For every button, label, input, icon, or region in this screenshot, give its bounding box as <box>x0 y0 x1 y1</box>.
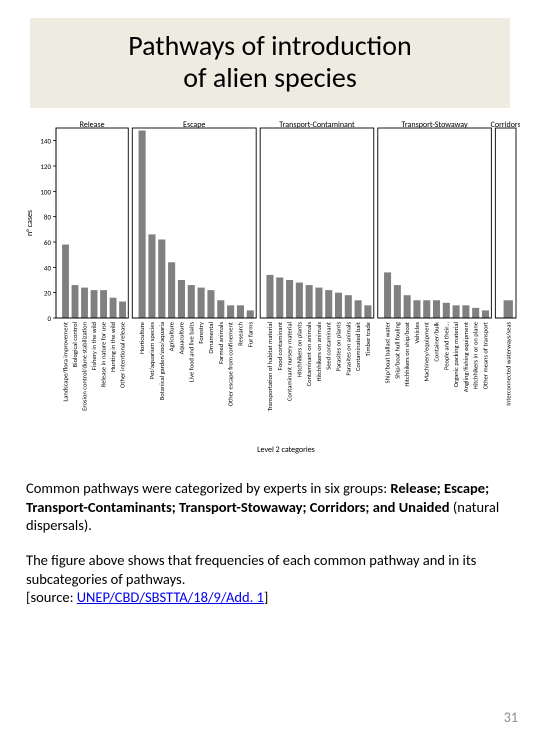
svg-text:40: 40 <box>44 264 52 273</box>
svg-text:Level 2 categories: Level 2 categories <box>257 445 315 455</box>
svg-text:60: 60 <box>44 238 52 247</box>
svg-text:Machinery/equipment: Machinery/equipment <box>423 322 431 382</box>
svg-text:100: 100 <box>40 188 51 197</box>
svg-text:Angling/fishing equipment: Angling/fishing equipment <box>462 322 470 393</box>
body-text: Common pathways were categorized by expe… <box>26 479 514 606</box>
paragraph-1: Common pathways were categorized by expe… <box>26 479 514 535</box>
svg-text:120: 120 <box>40 162 51 171</box>
svg-text:Seed contaminant: Seed contaminant <box>325 322 333 371</box>
svg-text:n° cases: n° cases <box>25 210 35 236</box>
svg-text:Container/bulk: Container/bulk <box>433 322 441 362</box>
svg-text:Parasites on plants: Parasites on plants <box>335 322 343 372</box>
svg-text:Vehicles: Vehicles <box>413 322 421 344</box>
svg-text:Ship/boat hull fouling: Ship/boat hull fouling <box>393 322 401 379</box>
svg-text:Botanical garden/zoo/aquaria: Botanical garden/zoo/aquaria <box>158 322 166 400</box>
svg-text:Transport-Stowaway: Transport-Stowaway <box>402 120 468 130</box>
page-number: 31 <box>504 709 518 726</box>
svg-text:Farmed animals: Farmed animals <box>217 322 225 364</box>
svg-text:Transport-Contaminant: Transport-Contaminant <box>279 120 355 130</box>
svg-text:Hitchhikers in or on plane: Hitchhikers in or on plane <box>472 322 480 389</box>
svg-text:Fishery in the wild: Fishery in the wild <box>90 322 98 370</box>
chart-svg: n° cases 0 20 40 60 80 100 120 140 Release Landsca… <box>20 118 520 458</box>
svg-text:Timber trade: Timber trade <box>364 322 372 356</box>
svg-text:Hitchhikers on ship/boat: Hitchhikers on ship/boat <box>403 322 411 387</box>
svg-text:80: 80 <box>44 213 52 222</box>
p2a: The figure above shows that frequencies … <box>26 551 476 588</box>
p2c: ] <box>264 588 268 606</box>
svg-text:Release: Release <box>80 120 105 130</box>
svg-text:Research: Research <box>236 322 244 346</box>
svg-text:Hitchhikers on plants: Hitchhikers on plants <box>295 322 303 378</box>
svg-text:Other escape from confinement: Other escape from confinement <box>227 322 235 407</box>
svg-text:Contaminant on animals: Contaminant on animals <box>305 322 313 387</box>
svg-text:Ship/boat ballast water: Ship/boat ballast water <box>384 322 392 384</box>
svg-text:Hitchhikers on animals: Hitchhikers on animals <box>315 322 323 382</box>
svg-text:Other intentional release: Other intentional release <box>119 322 127 388</box>
svg-text:Release in nature for use: Release in nature for use <box>100 322 108 387</box>
svg-text:Live food and live baits: Live food and live baits <box>187 322 195 383</box>
svg-text:Biological control: Biological control <box>71 322 79 368</box>
svg-text:Transportation of habitat mate: Transportation of habitat material <box>266 322 274 412</box>
pathways-chart: n° cases 0 20 40 60 80 100 120 140 Release Landsca… <box>20 118 520 463</box>
svg-text:140: 140 <box>40 137 51 146</box>
svg-text:People and their…: People and their… <box>442 322 450 370</box>
source-link[interactable]: UNEP/CBD/SBSTTA/18/9/Add. 1 <box>77 588 264 606</box>
paragraph-2: The figure above shows that frequencies … <box>26 551 514 607</box>
svg-text:20: 20 <box>44 289 52 298</box>
svg-text:Pet/aquarium species: Pet/aquarium species <box>148 322 156 380</box>
page-title: Pathways of introductionof alien species <box>40 30 500 94</box>
svg-text:Fur farms: Fur farms <box>246 322 254 348</box>
p1-prefix: Common pathways were categorized by expe… <box>26 479 390 497</box>
svg-text:Forestry: Forestry <box>197 322 205 344</box>
svg-text:Other means of transport: Other means of transport <box>481 322 489 390</box>
svg-text:Ornamental: Ornamental <box>207 322 215 354</box>
svg-text:Horticulture: Horticulture <box>138 322 146 354</box>
svg-text:Erosion control/dune stabiliza: Erosion control/dune stabilization <box>81 322 89 411</box>
svg-text:Aquaculture: Aquaculture <box>177 322 185 354</box>
svg-text:Interconnected waterways/seas: Interconnected waterways/seas <box>504 322 512 406</box>
svg-text:Escape: Escape <box>183 120 205 130</box>
svg-text:Food contaminant: Food contaminant <box>276 322 284 371</box>
svg-text:Contaminated bait: Contaminated bait <box>354 322 362 372</box>
svg-text:Agriculture: Agriculture <box>168 322 176 351</box>
svg-text:Hunting in the wild: Hunting in the wild <box>109 322 117 372</box>
svg-text:0: 0 <box>47 314 51 323</box>
p2b: [source: <box>26 588 77 606</box>
svg-text:Landscape/flora improvement: Landscape/flora improvement <box>62 322 70 402</box>
svg-text:Contaminant nursery material: Contaminant nursery material <box>286 322 294 402</box>
svg-text:Organic packing material: Organic packing material <box>452 322 460 388</box>
svg-text:Corridors: Corridors <box>491 120 520 130</box>
title-box: Pathways of introductionof alien species <box>30 18 510 108</box>
svg-text:Parasites on animals: Parasites on animals <box>344 322 352 376</box>
